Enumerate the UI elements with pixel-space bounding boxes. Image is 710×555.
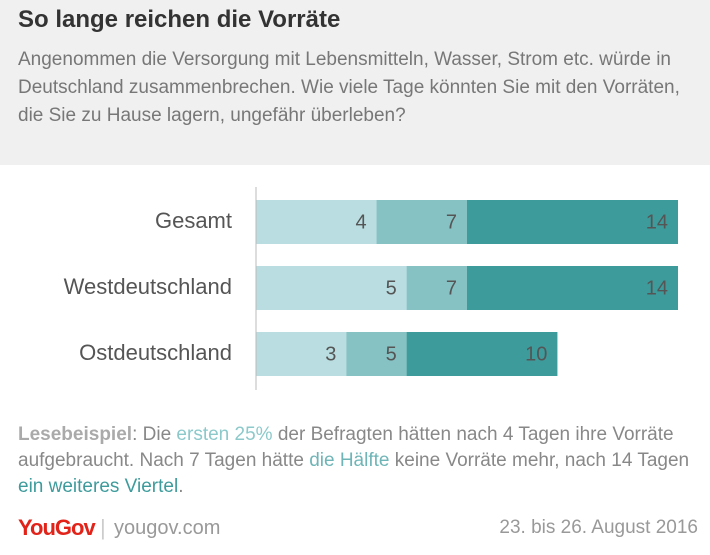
value-label: 10 — [525, 343, 547, 365]
note-part: der Befragten hätten nach 4 Tagen ihre V… — [18, 424, 674, 471]
header: So lange reichen die Vorräte Angenommen … — [0, 0, 710, 165]
footer: YouGov | yougov.com 23. bis 26. August 2… — [18, 515, 698, 545]
category-label: Westdeutschland — [64, 274, 232, 299]
brand: YouGov — [18, 515, 96, 540]
note-part: Lesebeispiel — [18, 424, 133, 445]
note-part: : Die — [132, 424, 177, 445]
bar — [256, 266, 407, 310]
value-label: 5 — [386, 277, 397, 299]
value-label: 14 — [646, 277, 668, 299]
value-label: 7 — [446, 277, 457, 299]
value-label: 7 — [446, 211, 457, 233]
source: yougov.com — [114, 517, 221, 539]
note-part: ein weiteres Viertel — [18, 476, 179, 497]
date: 23. bis 26. August 2016 — [499, 517, 698, 538]
value-label: 3 — [325, 343, 336, 365]
bar — [256, 332, 347, 376]
chart-subtitle: Angenommen die Versorgung mit Lebensmitt… — [18, 49, 680, 126]
value-label: 4 — [355, 211, 366, 233]
bar — [256, 200, 377, 244]
value-label: 14 — [646, 211, 668, 233]
note: Lesebeispiel: Die ersten 25% der Befragt… — [18, 422, 698, 500]
category-label: Gesamt — [155, 208, 232, 233]
note-part: . — [178, 476, 184, 497]
value-label: 5 — [386, 343, 397, 365]
note-part: ersten 25% — [176, 424, 273, 445]
note-part: die Hälfte — [309, 450, 390, 471]
category-label: Ostdeutschland — [79, 340, 232, 365]
chart-title: So lange reichen die Vorräte — [18, 6, 341, 33]
note-part: keine Vorräte mehr, nach 14 Tagen — [389, 450, 690, 471]
divider: | — [100, 515, 106, 540]
